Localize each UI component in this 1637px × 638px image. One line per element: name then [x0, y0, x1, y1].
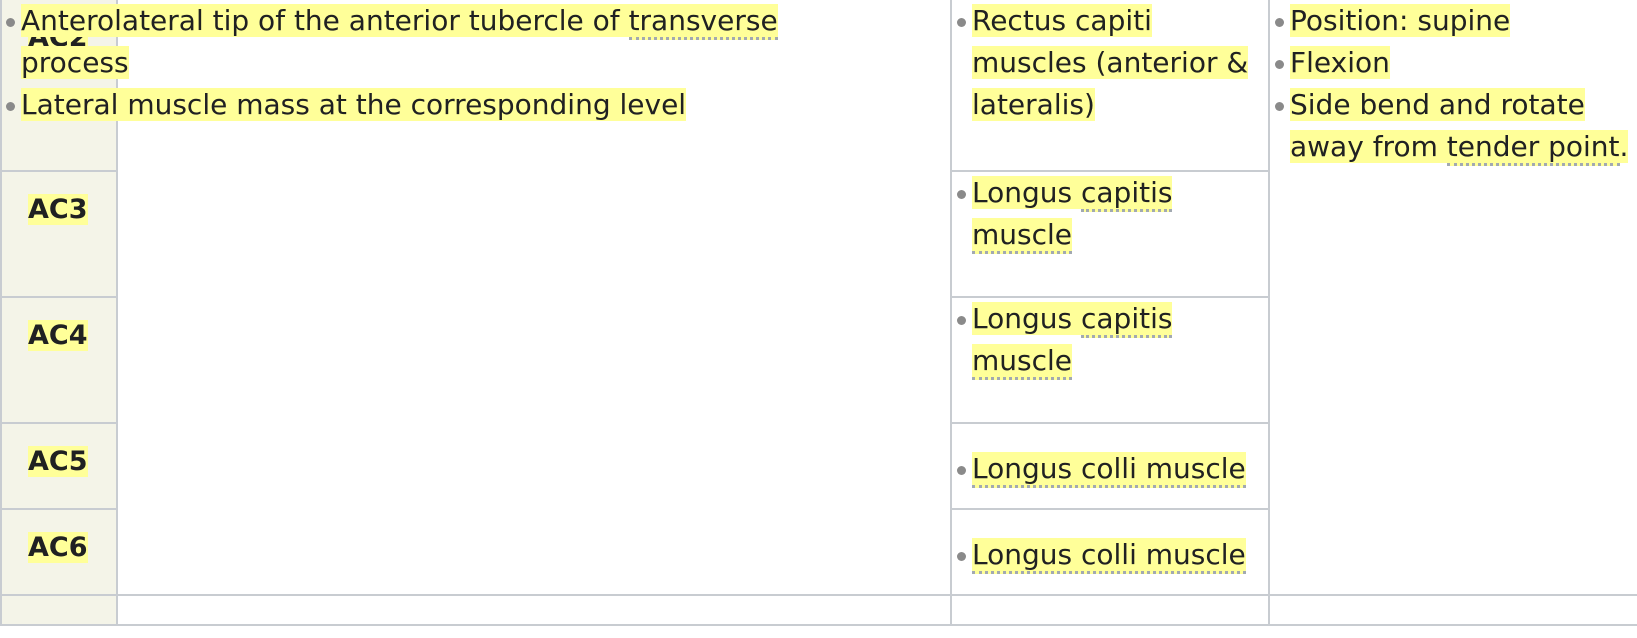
location-term-link[interactable]: transverse	[628, 4, 778, 40]
muscle-list: Longus colli muscle	[952, 534, 1268, 576]
point-code-cell: AC3	[0, 170, 118, 298]
muscle-cell: Longus capitis muscle	[950, 170, 1270, 298]
list-item: Flexion	[1270, 42, 1637, 84]
muscle-term-link[interactable]: Longus colli muscle	[972, 452, 1246, 488]
list-item: Longus capitis muscle	[952, 172, 1268, 256]
muscle-cell: Longus colli muscle	[950, 422, 1270, 510]
position-cell	[1268, 594, 1637, 626]
list-item: Longus capitis muscle	[952, 298, 1268, 382]
point-code-cell: AC4	[0, 296, 118, 424]
muscle-term-link[interactable]: Longus colli muscle	[972, 538, 1246, 574]
muscle-text: Rectus capiti muscles (anterior & latera…	[972, 4, 1249, 121]
muscle-cell: Longus colli muscle	[950, 508, 1270, 596]
muscle-cell: Rectus capiti muscles (anterior & latera…	[950, 0, 1270, 172]
table-row: AC3 Longus capitis muscle	[0, 170, 1637, 298]
list-item: Position: supine	[1270, 0, 1637, 42]
muscle-term-link[interactable]: capitis	[1081, 176, 1173, 212]
muscle-text: Longus	[972, 176, 1081, 209]
point-code: AC4	[28, 320, 88, 351]
muscle-cell	[950, 594, 1270, 626]
location-cell: Anterolateral tip of the anterior tuberc…	[6, 0, 952, 596]
location-cell	[116, 594, 952, 626]
point-code-cell	[0, 594, 118, 626]
muscle-list: Longus capitis muscle	[952, 172, 1268, 256]
location-text-cont: process	[21, 46, 129, 79]
point-code: AC6	[28, 532, 88, 563]
point-code: AC5	[28, 446, 88, 477]
muscle-term-link-cont[interactable]: muscle	[972, 344, 1073, 380]
list-item: Lateral muscle mass at the corresponding…	[1, 84, 950, 126]
position-text: Position: supine	[1290, 4, 1511, 37]
position-text-end: .	[1619, 130, 1629, 163]
list-item: Rectus capiti muscles (anterior & latera…	[952, 0, 1268, 126]
muscle-cell: Longus capitis muscle	[950, 296, 1270, 424]
muscle-list: Longus colli muscle	[952, 448, 1268, 490]
tender-point-link[interactable]: tender point	[1446, 130, 1620, 166]
location-list: Anterolateral tip of the anterior tuberc…	[1, 0, 950, 126]
muscle-list: Rectus capiti muscles (anterior & latera…	[952, 0, 1268, 126]
location-text: Anterolateral tip of the anterior tuberc…	[21, 4, 629, 37]
position-list: Position: supine Flexion Side bend and r…	[1270, 0, 1637, 168]
table-row: AC4 Longus capitis muscle	[0, 296, 1637, 424]
muscle-term-link[interactable]: capitis	[1081, 302, 1173, 338]
table-row-next	[0, 594, 1637, 626]
table-row: AC5 Longus colli muscle	[0, 422, 1637, 510]
table-row: AC2 Anterolateral tip of the anterior tu…	[0, 0, 1637, 596]
muscle-list: Longus capitis muscle	[952, 298, 1268, 382]
point-code: AC3	[28, 194, 88, 225]
list-item: Longus colli muscle	[952, 448, 1268, 490]
muscle-text: Longus	[972, 302, 1081, 335]
location-text: Lateral muscle mass at the corresponding…	[21, 88, 687, 121]
list-item: Longus colli muscle	[952, 534, 1268, 576]
list-item: Side bend and rotate away from tender po…	[1270, 84, 1637, 168]
point-code-cell: AC5	[0, 422, 118, 510]
point-code-cell: AC6	[0, 508, 118, 596]
table-row: AC6 Longus colli muscle	[0, 508, 1637, 596]
position-text: Flexion	[1290, 46, 1390, 79]
muscle-term-link-cont[interactable]: muscle	[972, 218, 1073, 254]
position-cell: Position: supine Flexion Side bend and r…	[1268, 0, 1637, 596]
list-item: Anterolateral tip of the anterior tuberc…	[1, 0, 950, 84]
